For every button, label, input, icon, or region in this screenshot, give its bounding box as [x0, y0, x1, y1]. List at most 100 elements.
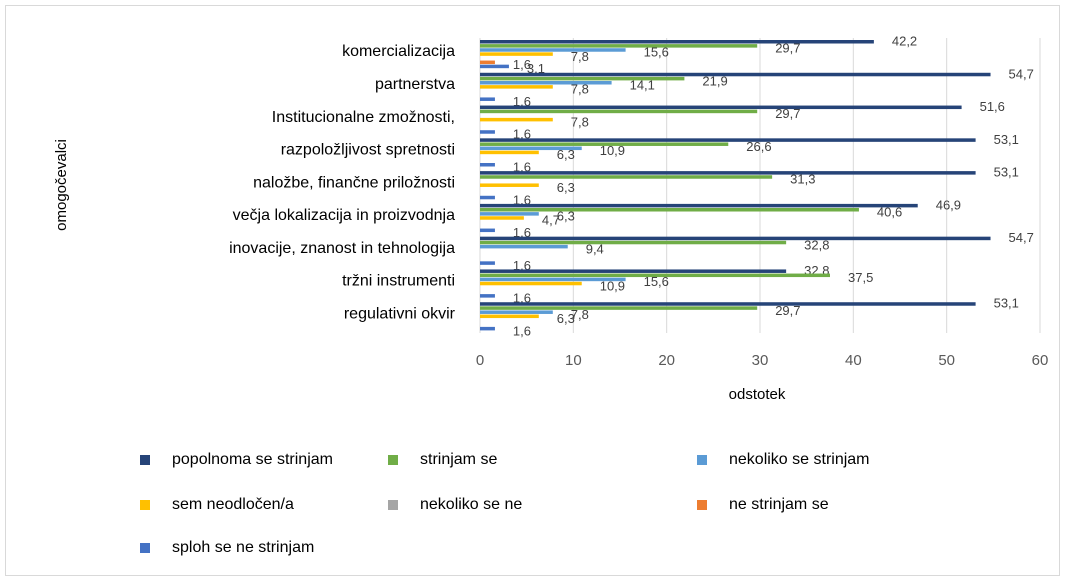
value-label: 1,6: [513, 192, 531, 207]
value-label: 54,7: [1009, 66, 1034, 81]
value-label: 53,1: [994, 132, 1019, 147]
y-tick-label: partnerstva: [375, 76, 455, 93]
bar: [480, 203, 918, 208]
value-label: 29,7: [775, 106, 800, 121]
value-label: 31,3: [790, 172, 815, 187]
bar: [480, 171, 976, 175]
bar: [480, 183, 539, 187]
x-tick-label: 50: [938, 352, 955, 369]
value-label: 32,8: [804, 237, 829, 252]
value-label: 1,6: [513, 127, 531, 142]
chart-border: [5, 5, 1060, 576]
bar: [480, 117, 553, 122]
bar: [480, 40, 874, 44]
bar: [480, 105, 962, 110]
bar: [480, 228, 495, 233]
value-label: 1,6: [513, 323, 531, 338]
value-label: 10,9: [600, 278, 625, 293]
bar: [480, 326, 495, 331]
bar: [480, 294, 495, 298]
bar: [480, 310, 553, 314]
value-label: 4,7: [542, 213, 560, 228]
bar: [480, 195, 495, 200]
value-label: 9,4: [586, 241, 604, 256]
y-tick-label: inovacije, znanost in tehnologija: [229, 240, 455, 257]
bar: [480, 208, 859, 212]
x-tick-label: 0: [476, 352, 484, 369]
legend-swatch: [697, 455, 707, 465]
value-label: 1,6: [513, 94, 531, 109]
value-label: 37,5: [848, 270, 873, 285]
value-label: 46,9: [936, 197, 961, 212]
bar: [480, 212, 539, 216]
bar: [480, 163, 495, 167]
bar: [480, 281, 582, 286]
value-label: 1,6: [513, 225, 531, 240]
bar: [480, 277, 626, 282]
bar: [480, 273, 830, 278]
bar: [480, 52, 553, 56]
x-tick-label: 20: [658, 352, 675, 369]
legend-label: nekoliko se ne: [420, 496, 522, 513]
value-label: 6,3: [557, 147, 575, 162]
y-tick-label: komercializacija: [342, 43, 455, 60]
legend-label: ne strinjam se: [729, 496, 829, 513]
value-label: 51,6: [980, 99, 1005, 114]
value-label: 3,1: [527, 61, 545, 76]
bar: [480, 146, 582, 151]
value-label: 7,8: [571, 114, 589, 129]
value-label: 6,3: [557, 180, 575, 195]
value-label: 1,6: [513, 57, 531, 72]
value-label: 7,8: [571, 49, 589, 64]
value-label: 42,2: [892, 33, 917, 48]
legend-swatch: [388, 455, 398, 465]
value-label: 15,6: [644, 45, 669, 60]
y-tick-label: Institucionalne zmožnosti,: [272, 109, 455, 126]
value-label: 40,6: [877, 204, 902, 219]
y-tick-label: razpoložljivost spretnosti: [281, 142, 455, 159]
bar: [480, 261, 495, 265]
bar: [480, 244, 568, 249]
value-label: 7,8: [571, 307, 589, 322]
value-label: 26,6: [746, 139, 771, 154]
value-label: 15,6: [644, 274, 669, 289]
value-label: 53,1: [994, 165, 1019, 180]
legend-swatch: [140, 455, 150, 465]
legend-label: strinjam se: [420, 451, 497, 468]
bar: [480, 302, 976, 306]
value-label: 1,6: [513, 258, 531, 273]
bar: [480, 142, 729, 146]
legend-label: popolnoma se strinjam: [172, 451, 333, 468]
value-label: 21,9: [702, 73, 727, 88]
bar: [480, 64, 509, 69]
x-tick-label: 60: [1032, 352, 1049, 369]
x-axis-title: odstotek: [729, 386, 786, 403]
value-label: 6,3: [557, 311, 575, 326]
legend-label: nekoliko se strinjam: [729, 451, 870, 468]
bar: [480, 306, 758, 310]
bar: [480, 85, 553, 89]
y-tick-label: večja lokalizacija in proizvodnja: [233, 207, 455, 224]
value-label: 1,6: [513, 291, 531, 306]
bar: [480, 44, 758, 48]
value-label: 6,3: [557, 209, 575, 224]
bar: [480, 81, 612, 85]
bar: [480, 240, 787, 245]
bar: [480, 150, 539, 155]
bar: [480, 138, 976, 142]
bar: [480, 314, 539, 319]
y-axis-title: omogočevalci: [53, 139, 70, 231]
bar: [480, 48, 626, 52]
x-tick-label: 30: [752, 352, 769, 369]
bar: [480, 236, 991, 241]
bar: [480, 109, 758, 114]
value-label: 29,7: [775, 41, 800, 56]
value-label: 29,7: [775, 303, 800, 318]
legend-swatch: [140, 543, 150, 553]
bar: [480, 60, 495, 65]
bar: [480, 76, 685, 81]
value-label: 14,1: [630, 77, 655, 92]
bar: [480, 97, 495, 101]
bar: [480, 216, 524, 220]
